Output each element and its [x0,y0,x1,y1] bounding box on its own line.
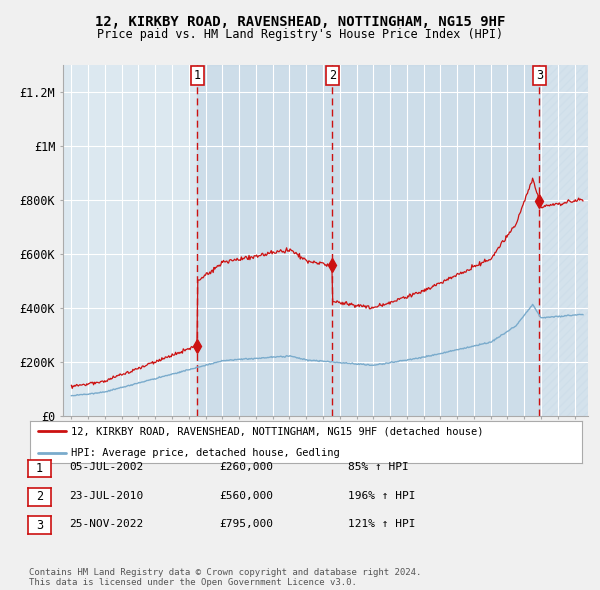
Text: 3: 3 [536,69,543,82]
Text: 25-NOV-2022: 25-NOV-2022 [69,519,143,529]
Text: 196% ↑ HPI: 196% ↑ HPI [348,491,415,500]
Text: Price paid vs. HM Land Registry's House Price Index (HPI): Price paid vs. HM Land Registry's House … [97,28,503,41]
Text: 3: 3 [36,519,43,532]
Text: 23-JUL-2010: 23-JUL-2010 [69,491,143,500]
Bar [539,65,588,416]
Text: 85% ↑ HPI: 85% ↑ HPI [348,463,409,472]
Text: £260,000: £260,000 [219,463,273,472]
Text: 12, KIRKBY ROAD, RAVENSHEAD, NOTTINGHAM, NG15 9HF: 12, KIRKBY ROAD, RAVENSHEAD, NOTTINGHAM,… [95,15,505,30]
Text: 05-JUL-2002: 05-JUL-2002 [69,463,143,472]
Text: 12, KIRKBY ROAD, RAVENSHEAD, NOTTINGHAM, NG15 9HF (detached house): 12, KIRKBY ROAD, RAVENSHEAD, NOTTINGHAM,… [71,427,484,436]
Text: 1: 1 [36,462,43,475]
Text: £560,000: £560,000 [219,491,273,500]
Text: 121% ↑ HPI: 121% ↑ HPI [348,519,415,529]
Bar [197,65,539,416]
Text: HPI: Average price, detached house, Gedling: HPI: Average price, detached house, Gedl… [71,448,340,457]
Text: £795,000: £795,000 [219,519,273,529]
Text: 2: 2 [329,69,336,82]
Text: 1: 1 [194,69,201,82]
Text: Contains HM Land Registry data © Crown copyright and database right 2024.
This d: Contains HM Land Registry data © Crown c… [29,568,421,587]
Text: 2: 2 [36,490,43,503]
